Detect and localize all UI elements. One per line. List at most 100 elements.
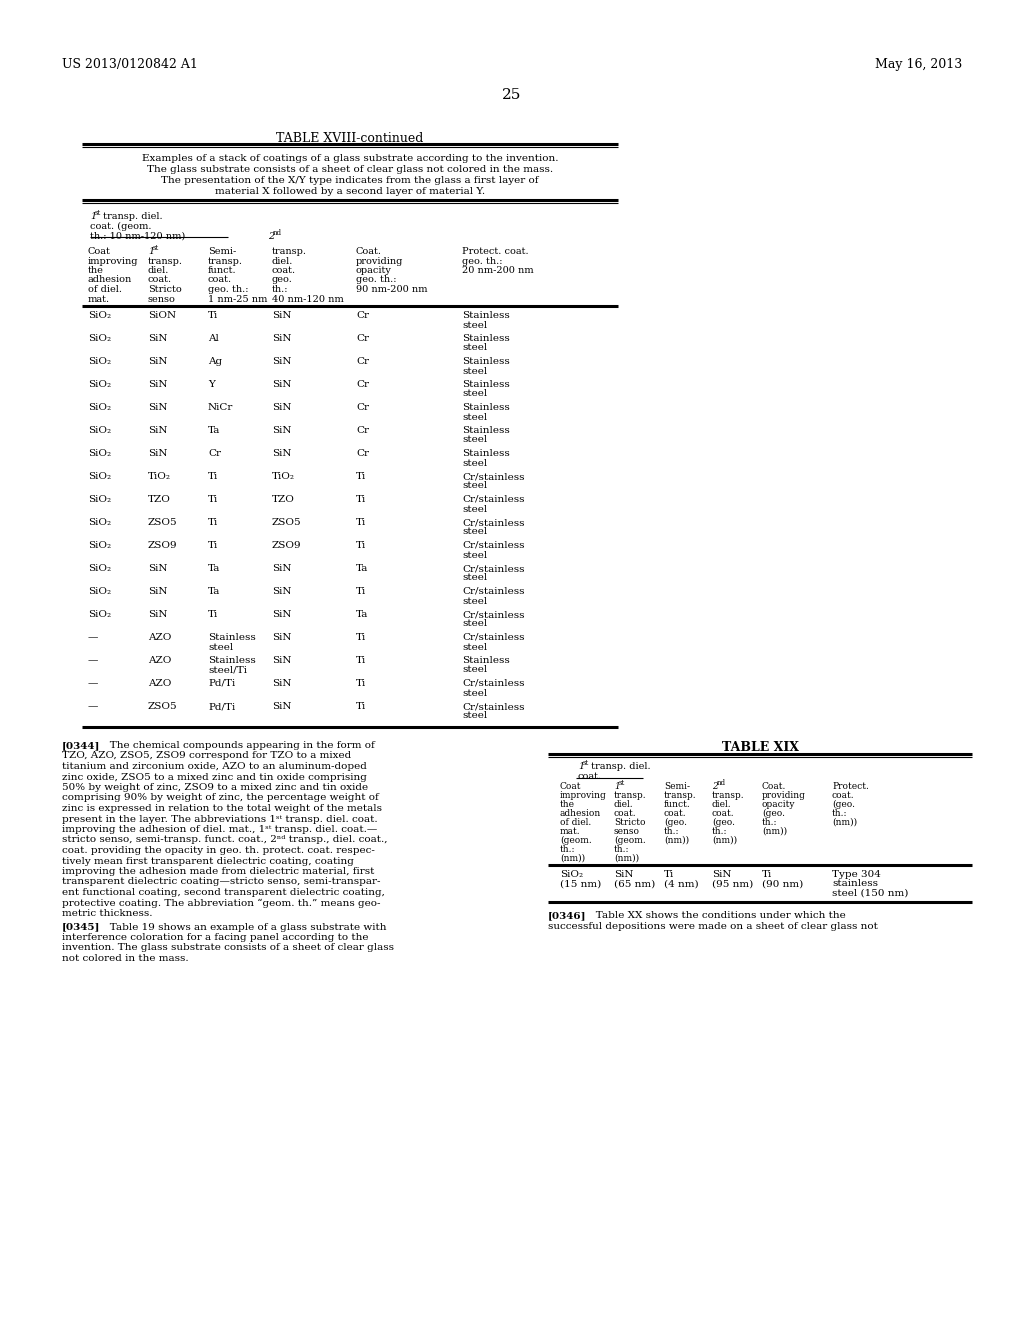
Text: ZSO5: ZSO5 [272,517,302,527]
Text: TABLE XIX: TABLE XIX [722,741,799,754]
Text: mat.: mat. [560,828,581,836]
Text: SiN: SiN [148,449,168,458]
Text: geo.: geo. [272,276,293,285]
Text: adhesion: adhesion [560,809,601,818]
Text: Al: Al [208,334,219,343]
Text: Stainless: Stainless [208,634,256,642]
Text: improving the adhesion of diel. mat., 1ˢᵗ transp. diel. coat.—: improving the adhesion of diel. mat., 1ˢ… [62,825,377,834]
Text: transp.: transp. [272,247,307,256]
Text: geo. th.:: geo. th.: [208,285,249,294]
Text: th.:: th.: [664,828,680,836]
Text: SiN: SiN [272,356,292,366]
Text: th.:: th.: [712,828,727,836]
Text: SiN: SiN [148,564,168,573]
Text: Semi-: Semi- [208,247,237,256]
Text: Cr: Cr [356,312,369,319]
Text: (geo.: (geo. [712,818,735,828]
Text: SiN: SiN [148,610,168,619]
Text: SiO₂: SiO₂ [88,334,112,343]
Text: Cr: Cr [356,334,369,343]
Text: TiO₂: TiO₂ [148,473,171,480]
Text: TZO: TZO [148,495,171,504]
Text: 20 nm-200 nm: 20 nm-200 nm [462,267,534,275]
Text: SiN: SiN [272,656,292,665]
Text: Stricto: Stricto [148,285,181,294]
Text: SiN: SiN [272,403,292,412]
Text: Cr/stainless: Cr/stainless [462,587,524,597]
Text: NiCr: NiCr [208,403,233,412]
Text: ZSO5: ZSO5 [148,702,177,711]
Text: SiN: SiN [148,334,168,343]
Text: Stainless: Stainless [462,380,510,389]
Text: invention. The glass substrate consists of a sheet of clear glass: invention. The glass substrate consists … [62,944,394,953]
Text: Ti: Ti [208,610,218,619]
Text: SiN: SiN [614,870,634,879]
Text: (nm)): (nm)) [614,854,639,863]
Text: TiO₂: TiO₂ [272,473,295,480]
Text: SiO₂: SiO₂ [88,541,112,550]
Text: zinc is expressed in relation to the total weight of the metals: zinc is expressed in relation to the tot… [62,804,382,813]
Text: 1 nm-25 nm: 1 nm-25 nm [208,294,267,304]
Text: ZSO5: ZSO5 [148,517,177,527]
Text: stainless: stainless [831,879,878,888]
Text: Cr/stainless: Cr/stainless [462,517,524,527]
Text: Stainless: Stainless [462,449,510,458]
Text: SiN: SiN [272,610,292,619]
Text: SiN: SiN [272,426,292,436]
Text: steel: steel [462,711,487,721]
Text: SiO₂: SiO₂ [88,380,112,389]
Text: coat.: coat. [148,276,172,285]
Text: the: the [88,267,103,275]
Text: (65 nm): (65 nm) [614,879,655,888]
Text: diel.: diel. [614,800,634,809]
Text: Stainless: Stainless [208,656,256,665]
Text: 2: 2 [712,781,718,791]
Text: 40 nm-120 nm: 40 nm-120 nm [272,294,344,304]
Text: Cr/stainless: Cr/stainless [462,495,524,504]
Text: coat. (geom.: coat. (geom. [90,222,152,231]
Text: st: st [153,244,160,252]
Text: titanium and zirconium oxide, AZO to an aluminum-doped: titanium and zirconium oxide, AZO to an … [62,762,367,771]
Text: transparent dielectric coating—stricto senso, semi-transpar-: transparent dielectric coating—stricto s… [62,878,381,887]
Text: (90 nm): (90 nm) [762,879,803,888]
Text: coat.: coat. [208,276,232,285]
Text: TABLE XVIII-continued: TABLE XVIII-continued [276,132,424,145]
Text: (nm)): (nm)) [762,828,787,836]
Text: —: — [88,656,98,665]
Text: 1: 1 [90,213,96,220]
Text: diel.: diel. [272,256,293,265]
Text: coat.: coat. [272,267,296,275]
Text: Ti: Ti [356,634,367,642]
Text: th.:: th.: [560,845,575,854]
Text: steel: steel [462,643,487,652]
Text: Cr/stainless: Cr/stainless [462,702,524,711]
Text: SiO₂: SiO₂ [88,403,112,412]
Text: coat.: coat. [712,809,734,818]
Text: Stainless: Stainless [462,356,510,366]
Text: not colored in the mass.: not colored in the mass. [62,954,188,964]
Text: AZO: AZO [148,678,171,688]
Text: steel: steel [462,689,487,697]
Text: SiN: SiN [148,356,168,366]
Text: transp.: transp. [664,791,696,800]
Text: the: the [560,800,575,809]
Text: SiO₂: SiO₂ [560,870,583,879]
Text: Cr: Cr [356,449,369,458]
Text: Y: Y [208,380,215,389]
Text: Ti: Ti [762,870,772,879]
Text: coat.: coat. [578,772,602,781]
Text: (4 nm): (4 nm) [664,879,698,888]
Text: steel/Ti: steel/Ti [208,665,247,675]
Text: steel: steel [462,343,487,352]
Text: SiN: SiN [148,587,168,597]
Text: transp.: transp. [712,791,744,800]
Text: Ti: Ti [356,473,367,480]
Text: steel: steel [462,528,487,536]
Text: (geom.: (geom. [560,836,592,845]
Text: geo. th.:: geo. th.: [356,276,396,285]
Text: protective coating. The abbreviation “geom. th.” means geo-: protective coating. The abbreviation “ge… [62,899,381,908]
Text: Ag: Ag [208,356,222,366]
Text: AZO: AZO [148,656,171,665]
Text: SiO₂: SiO₂ [88,312,112,319]
Text: providing: providing [762,791,806,800]
